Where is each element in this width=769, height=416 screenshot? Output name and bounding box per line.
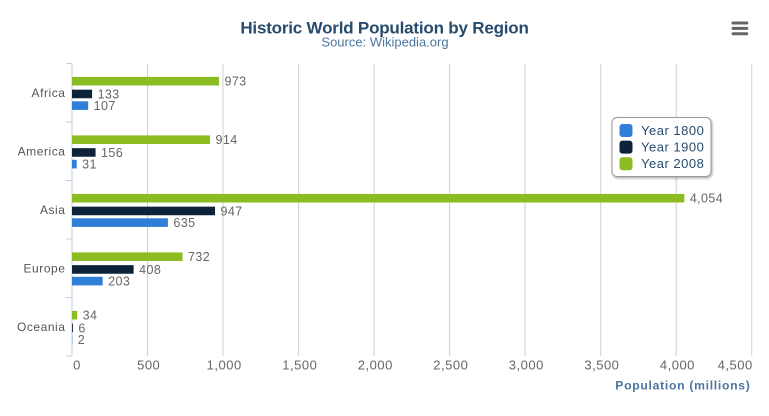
- svg-text:500: 500: [137, 358, 160, 373]
- svg-text:973: 973: [224, 75, 246, 89]
- svg-text:2,000: 2,000: [358, 358, 393, 373]
- svg-text:1,000: 1,000: [207, 358, 242, 373]
- svg-text:133: 133: [98, 87, 120, 101]
- svg-text:3,500: 3,500: [584, 358, 619, 373]
- svg-text:Africa: Africa: [32, 86, 66, 100]
- svg-text:Year 2008: Year 2008: [641, 156, 704, 171]
- svg-text:3,000: 3,000: [509, 358, 544, 373]
- svg-text:America: America: [18, 144, 66, 158]
- svg-text:914: 914: [216, 133, 238, 147]
- svg-text:107: 107: [94, 99, 116, 113]
- svg-text:0: 0: [73, 358, 81, 373]
- svg-text:1,500: 1,500: [282, 358, 317, 373]
- svg-text:Year 1900: Year 1900: [641, 140, 704, 155]
- svg-text:Oceania: Oceania: [17, 320, 66, 334]
- svg-text:2: 2: [78, 333, 85, 347]
- svg-text:4,054: 4,054: [690, 192, 723, 206]
- svg-text:4,000: 4,000: [660, 358, 695, 373]
- svg-text:2,500: 2,500: [433, 358, 468, 373]
- svg-text:6: 6: [78, 321, 85, 335]
- svg-text:Population (millions): Population (millions): [615, 379, 750, 393]
- svg-text:Historic World Population by R: Historic World Population by Region: [240, 19, 528, 38]
- svg-text:732: 732: [188, 250, 210, 264]
- svg-text:31: 31: [82, 157, 97, 171]
- svg-text:635: 635: [173, 216, 195, 230]
- svg-text:Year 1800: Year 1800: [641, 123, 704, 138]
- svg-text:34: 34: [83, 309, 98, 323]
- svg-text:Asia: Asia: [40, 203, 66, 217]
- svg-text:203: 203: [108, 274, 130, 288]
- svg-text:947: 947: [221, 204, 243, 218]
- svg-text:Source: Wikipedia.org: Source: Wikipedia.org: [321, 35, 448, 50]
- svg-text:408: 408: [139, 263, 161, 277]
- svg-text:156: 156: [101, 146, 123, 160]
- svg-text:4,500: 4,500: [718, 358, 753, 373]
- svg-text:Europe: Europe: [24, 261, 66, 275]
